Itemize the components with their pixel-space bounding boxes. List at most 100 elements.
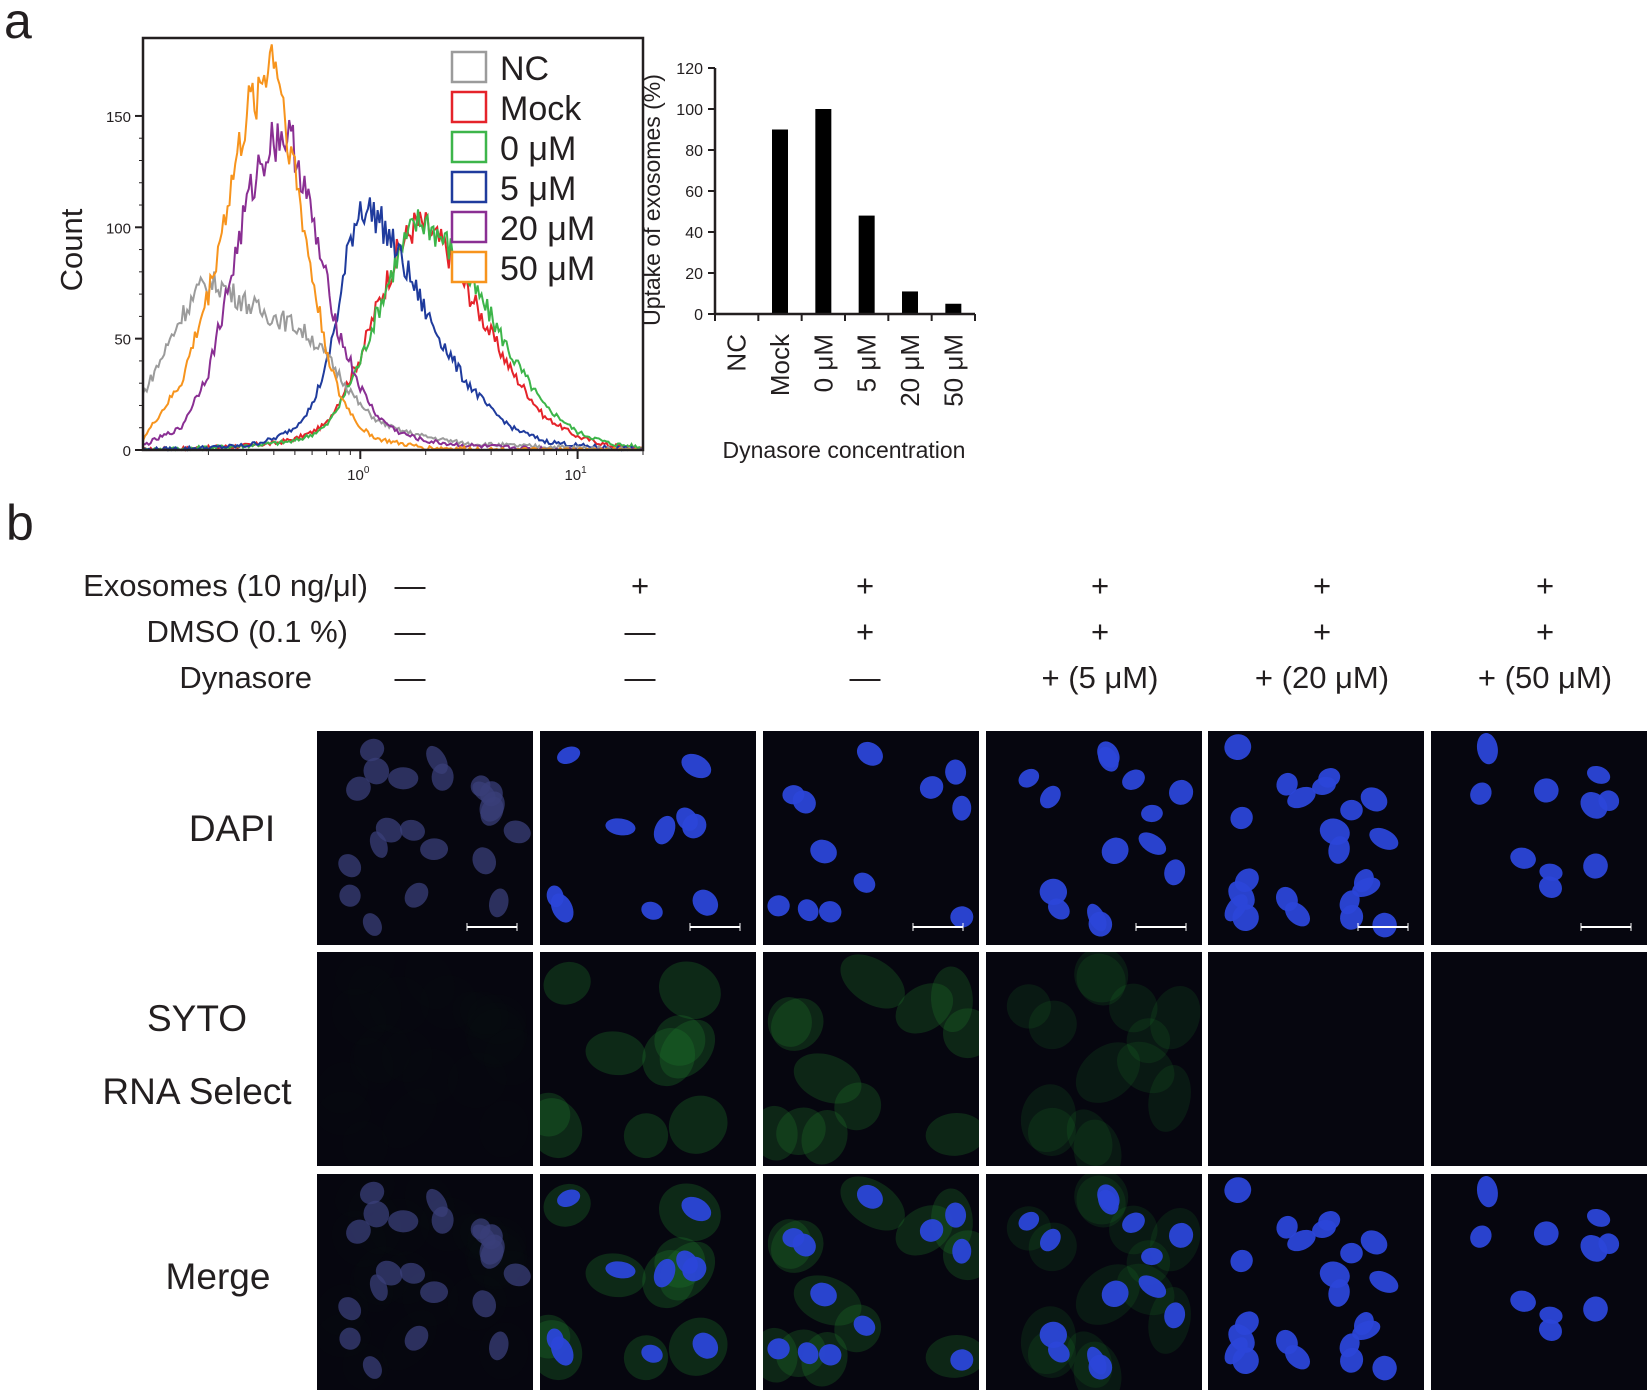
row-label: Merge [165,1256,271,1297]
nucleus [1340,799,1363,821]
nucleus [346,776,371,801]
microscopy-image [1208,1174,1424,1390]
bar-y-tick-label: 40 [685,225,703,242]
nucleus [676,1250,698,1274]
cytoplasm-stain [623,1113,669,1159]
condition-label: Exosomes (10 ng/μl) [83,568,368,603]
nucleus [1372,1355,1397,1381]
nucleus [653,815,676,845]
nucleus [1586,765,1611,784]
nucleus [797,1342,819,1365]
nucleus [338,854,362,878]
cytoplasm-stain [834,1082,882,1131]
legend-swatch [450,250,488,284]
cytoplasm-stain [1076,953,1126,1006]
nucleus [1538,1319,1562,1341]
histogram-y-tick-label: 0 [123,443,131,460]
nucleus [1284,1345,1311,1370]
microscopy-image [986,731,1202,945]
bar [902,291,918,314]
nucleus [952,1238,972,1264]
scale-bar [912,923,964,931]
nucleus [641,1344,663,1363]
condition-value: + [1312,614,1332,649]
nucleus [605,818,636,836]
nucleus [1318,1211,1341,1231]
nucleus [605,1261,636,1279]
nucleus [945,759,967,785]
nucleus [339,884,361,907]
nucleus [782,785,805,805]
nucleus [810,839,837,864]
nucleus [404,1325,429,1351]
bar-x-tick-label: 50 μM [938,334,968,407]
nucleus [1039,1228,1061,1252]
nucleus [676,807,698,831]
condition-value: + [1535,568,1555,603]
nucleus [339,1327,361,1350]
condition-value: — [624,660,656,695]
scale-bar [1135,923,1187,931]
legend-swatch [450,130,488,164]
microscopy-image [540,1174,756,1390]
nucleus [1164,1302,1186,1329]
cytoplasm-stain [1006,984,1051,1029]
nucleus [550,893,574,923]
bar-x-label: Dynasore concentration [723,437,966,463]
nucleus [1138,832,1167,855]
nucleus [1510,847,1536,869]
nucleus [399,1262,425,1284]
condition-value: — [394,614,426,649]
cytoplasm-stain [540,1098,583,1159]
cytoplasm-stain [767,997,812,1047]
nucleus [950,1349,974,1371]
cytoplasm-stain [1073,1119,1122,1166]
microscopy-image [1431,1174,1647,1390]
nucleus [489,1331,509,1361]
bar-y-tick-label: 20 [685,266,703,283]
condition-value: — [394,568,426,603]
microscopy-image [1431,952,1647,1166]
nucleus [404,882,429,908]
bar [815,109,832,314]
cytoplasm-stain [1066,1109,1113,1166]
bar-y-tick-label: 100 [676,102,703,119]
nucleus [1372,912,1397,938]
nucleus [1583,1296,1608,1322]
nucleus [1048,898,1070,920]
nucleus [346,1219,371,1244]
legend-swatch [450,170,488,204]
nucleus [1369,827,1399,850]
nucleus [1141,804,1163,823]
nucleus [1318,768,1341,788]
nucleus [1476,733,1498,765]
condition-value: + [1312,568,1332,603]
microscopy-image [763,952,979,1166]
nucleus [767,895,790,917]
cytoplasm-stain [642,1027,696,1087]
nucleus [1353,1312,1374,1336]
nucleus [1228,1324,1255,1353]
nucleus [363,757,390,785]
nucleus [1598,1233,1620,1255]
cytoplasm-stain [1075,1042,1141,1103]
nucleus [1276,772,1298,796]
nucleus [1138,1275,1167,1298]
nucleus [420,1281,449,1303]
nucleus [1539,863,1563,881]
condition-value: + [630,568,650,603]
nucleus [1232,904,1259,932]
nucleus [653,1258,676,1288]
bar [945,303,962,314]
condition-value: + (50 μM) [1477,660,1613,695]
legend-label: 20 μM [500,210,595,248]
nucleus [1287,786,1316,809]
nucleus [362,1356,382,1379]
microscopy-image [540,731,756,945]
legend-label: Mock [500,90,582,128]
histogram-y-tick-label: 50 [114,332,131,349]
cytoplasm-stain [770,998,824,1051]
bar-x-tick-label: Mock [765,333,795,396]
bar [772,129,788,314]
